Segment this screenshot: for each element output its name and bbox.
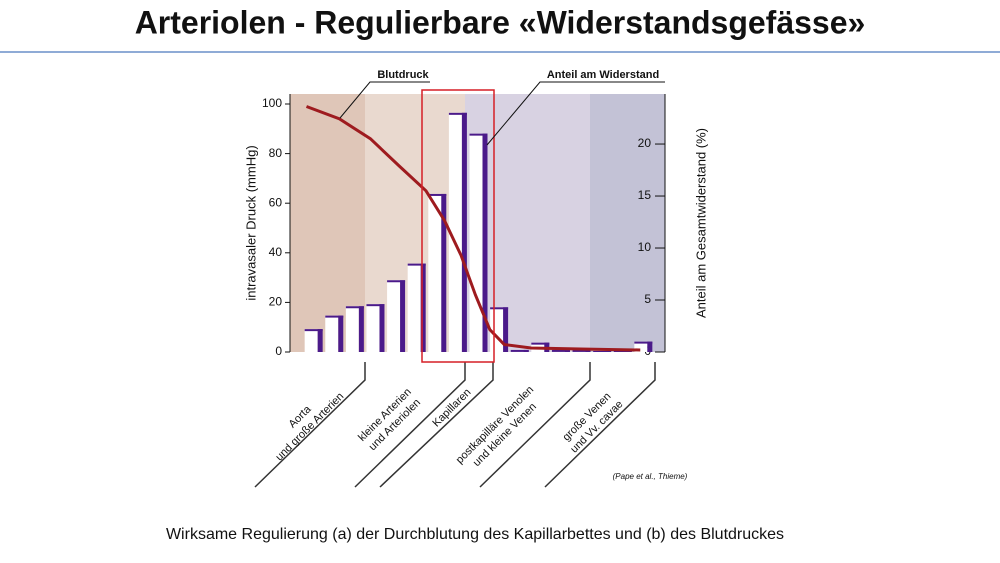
bar-face (469, 133, 483, 352)
group-label: und große Arterien (273, 390, 346, 463)
annotation: Blutdruck (377, 69, 429, 81)
bar-face (366, 304, 380, 352)
bar-top (593, 350, 612, 352)
bar-top (366, 304, 385, 307)
bar (634, 341, 653, 352)
bar-top (428, 193, 447, 196)
bar-top (551, 349, 570, 352)
bar-face (325, 315, 339, 352)
bar (345, 306, 364, 352)
bar-top (448, 112, 467, 115)
bar-edge (317, 329, 323, 352)
bar-top (531, 342, 550, 345)
highlight-box (421, 89, 495, 363)
bar-face (448, 112, 462, 352)
bar-top (572, 349, 591, 352)
group-divider (379, 362, 494, 488)
y2-tick-label: 10 (638, 240, 652, 254)
y2-tick-label: 5 (644, 292, 651, 306)
annotation: Anteil am Widerstand (547, 69, 659, 81)
y-axis-label: intravasaler Druck (mmHg) (243, 145, 258, 300)
annotation-line (486, 81, 665, 146)
group-divider (544, 362, 656, 488)
bar-face (304, 329, 318, 352)
region (590, 94, 665, 352)
bar-face (345, 306, 359, 352)
bar-top (634, 341, 653, 344)
bar-edge (338, 315, 344, 352)
bar-top (345, 306, 364, 309)
bar (387, 280, 406, 352)
bar-top (469, 133, 488, 136)
y-tick-label: 20 (269, 295, 283, 309)
annotation-line (339, 81, 430, 119)
group-divider (354, 362, 466, 488)
y2-tick-label: 20 (638, 136, 652, 150)
bar-top (510, 349, 529, 352)
bar-edge (358, 306, 364, 352)
bar-top (325, 315, 344, 318)
y2-axis-label: Anteil am Gesamtwiderstand (%) (693, 128, 708, 318)
bar-face (490, 307, 504, 352)
y2-tick-label: 15 (638, 188, 652, 202)
group-divider (254, 362, 366, 488)
bar-edge (461, 112, 467, 352)
group-divider (479, 362, 591, 488)
bar-edge (647, 341, 653, 352)
bar-top (490, 307, 509, 310)
bar-top (613, 350, 632, 352)
bar-face (387, 280, 401, 352)
bar (469, 133, 488, 352)
bar (551, 349, 570, 352)
bar-top (407, 263, 426, 266)
bar-edge (503, 307, 509, 352)
y-tick-label: 80 (269, 146, 283, 160)
caption: Wirksame Regulierung (a) der Durchblutun… (166, 526, 784, 543)
bar-top (304, 329, 323, 332)
bar-face (407, 263, 421, 352)
y-tick-label: 100 (262, 96, 282, 110)
bar-face (428, 193, 442, 352)
y-tick-label: 60 (269, 195, 283, 209)
bar-edge (441, 193, 447, 352)
bar (428, 193, 447, 352)
bar (407, 263, 426, 352)
bar-edge (420, 263, 426, 352)
bar-face (634, 341, 648, 352)
bar (325, 315, 344, 352)
y-tick-label: 40 (269, 245, 283, 259)
slide-title: Arteriolen - Regulierbare «Widerstandsge… (135, 4, 866, 40)
bar-edge (400, 280, 406, 352)
bar (613, 350, 632, 352)
bar (572, 349, 591, 352)
bar (593, 350, 612, 352)
bar (304, 329, 323, 352)
bar-edge (379, 304, 385, 352)
bar (448, 112, 467, 352)
source: (Pape et al., Thieme) (613, 472, 688, 481)
bar-top (387, 280, 406, 283)
bar-edge (482, 133, 488, 352)
pressure-curve (305, 105, 641, 352)
bar (366, 304, 385, 352)
y-tick-label: 0 (275, 344, 282, 358)
bar (510, 349, 529, 352)
